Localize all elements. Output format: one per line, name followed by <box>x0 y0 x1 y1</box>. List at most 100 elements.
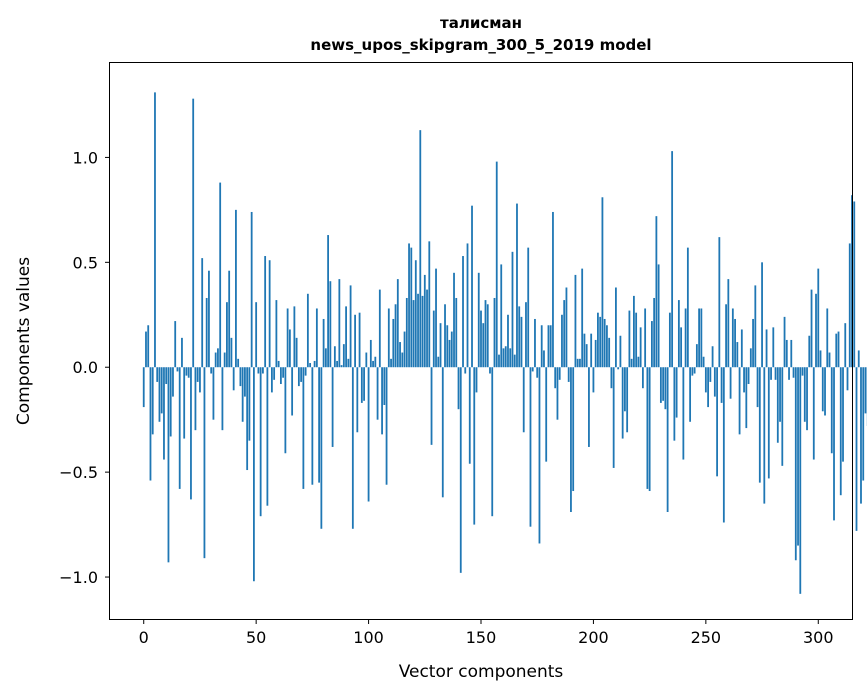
bar <box>237 358 240 368</box>
bar <box>860 367 862 504</box>
bar <box>392 318 395 368</box>
x-tick-label: 50 <box>246 628 266 647</box>
bar <box>324 348 327 368</box>
bar <box>810 289 813 368</box>
bar <box>304 367 307 376</box>
bar <box>525 302 527 368</box>
bar <box>327 235 329 368</box>
bar <box>378 289 381 368</box>
bar <box>351 367 354 529</box>
bar <box>720 367 723 403</box>
bar <box>554 367 557 389</box>
bar <box>747 367 750 385</box>
bar <box>356 367 359 433</box>
bar <box>803 367 806 422</box>
bar <box>743 367 745 393</box>
bar <box>282 367 285 378</box>
bar <box>399 342 401 368</box>
bar <box>657 264 660 368</box>
bar <box>522 367 525 433</box>
bar <box>264 256 267 368</box>
bar <box>387 308 390 368</box>
bar <box>262 367 264 374</box>
bar <box>797 367 799 546</box>
bar <box>178 367 181 489</box>
bar <box>556 367 559 420</box>
bar <box>783 316 786 368</box>
bar <box>570 367 572 512</box>
bar <box>547 325 550 368</box>
bar <box>606 325 608 368</box>
bar <box>513 354 516 368</box>
bar <box>167 367 170 563</box>
y-tick-label: 0.5 <box>73 253 98 272</box>
x-tick-label: 100 <box>353 628 384 647</box>
bar <box>435 268 437 368</box>
bar <box>187 367 190 378</box>
bar <box>518 306 521 368</box>
bar <box>437 356 440 368</box>
bar <box>374 356 377 368</box>
bar <box>221 367 224 431</box>
bar <box>156 367 159 382</box>
bar <box>509 348 512 368</box>
bar <box>185 367 188 376</box>
bar <box>300 367 303 382</box>
bar <box>347 358 350 368</box>
bar <box>765 329 768 368</box>
bar <box>549 325 552 368</box>
chart-subtitle: news_upos_skipgram_300_5_2019 model <box>310 36 651 54</box>
bar <box>754 285 757 368</box>
bar <box>770 367 772 380</box>
bar <box>534 318 536 368</box>
bar <box>410 247 413 368</box>
y-tick-label: 1.0 <box>73 148 98 167</box>
bar <box>244 367 246 397</box>
bar <box>590 333 593 368</box>
bar <box>608 337 611 368</box>
bar <box>401 352 404 368</box>
bar <box>702 356 705 368</box>
x-tick-label: 200 <box>578 628 609 647</box>
bar <box>684 308 687 368</box>
bar <box>545 367 548 462</box>
bar <box>381 367 383 435</box>
bar <box>277 360 280 368</box>
bar <box>729 367 732 399</box>
bar <box>219 182 222 368</box>
bar <box>408 243 410 368</box>
bar <box>190 367 192 500</box>
bars-group <box>142 92 867 594</box>
bar <box>662 367 665 401</box>
bar <box>788 367 790 380</box>
bar <box>749 348 752 368</box>
bar <box>230 337 233 368</box>
bar <box>149 367 152 481</box>
bar <box>680 327 683 368</box>
bar <box>752 318 754 368</box>
bar <box>329 281 332 368</box>
x-tick-label: 300 <box>803 628 834 647</box>
bar <box>372 360 374 368</box>
bar <box>232 367 235 391</box>
bar <box>599 316 602 368</box>
bar <box>655 216 658 368</box>
bar <box>291 367 294 416</box>
bar <box>745 367 748 429</box>
bar <box>853 201 856 368</box>
bar <box>511 251 514 368</box>
bar <box>601 197 604 368</box>
bar <box>448 339 451 368</box>
bar <box>239 367 242 387</box>
bar <box>686 247 689 368</box>
bar <box>594 339 597 368</box>
bar <box>205 297 208 368</box>
bar <box>426 289 428 368</box>
bar <box>419 130 422 368</box>
bar <box>151 367 154 435</box>
bar <box>588 367 590 447</box>
bar <box>241 367 244 422</box>
bar <box>673 367 676 441</box>
bar <box>333 346 336 368</box>
bar <box>630 358 633 368</box>
